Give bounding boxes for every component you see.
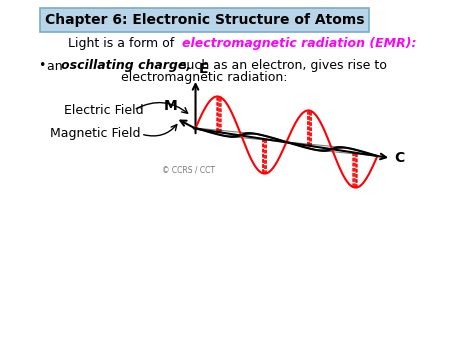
Text: such as an electron, gives rise to: such as an electron, gives rise to: [176, 59, 387, 72]
Text: Magnetic Field: Magnetic Field: [50, 126, 140, 140]
Text: © CCRS / CCT: © CCRS / CCT: [162, 166, 215, 174]
Text: electromagnetic radiation (EMR):: electromagnetic radiation (EMR):: [182, 37, 416, 49]
Text: Light is a form of: Light is a form of: [68, 37, 179, 49]
Text: E: E: [198, 62, 208, 76]
Text: Chapter 6: Electronic Structure of Atoms: Chapter 6: Electronic Structure of Atoms: [45, 13, 365, 27]
Text: •: •: [38, 59, 45, 72]
Text: C: C: [395, 151, 405, 165]
Text: Electric Field: Electric Field: [63, 103, 143, 117]
Text: an: an: [47, 59, 67, 72]
Text: M: M: [163, 99, 177, 113]
Text: oscillating charge,: oscillating charge,: [61, 59, 191, 72]
Text: electromagnetic radiation:: electromagnetic radiation:: [122, 72, 288, 84]
